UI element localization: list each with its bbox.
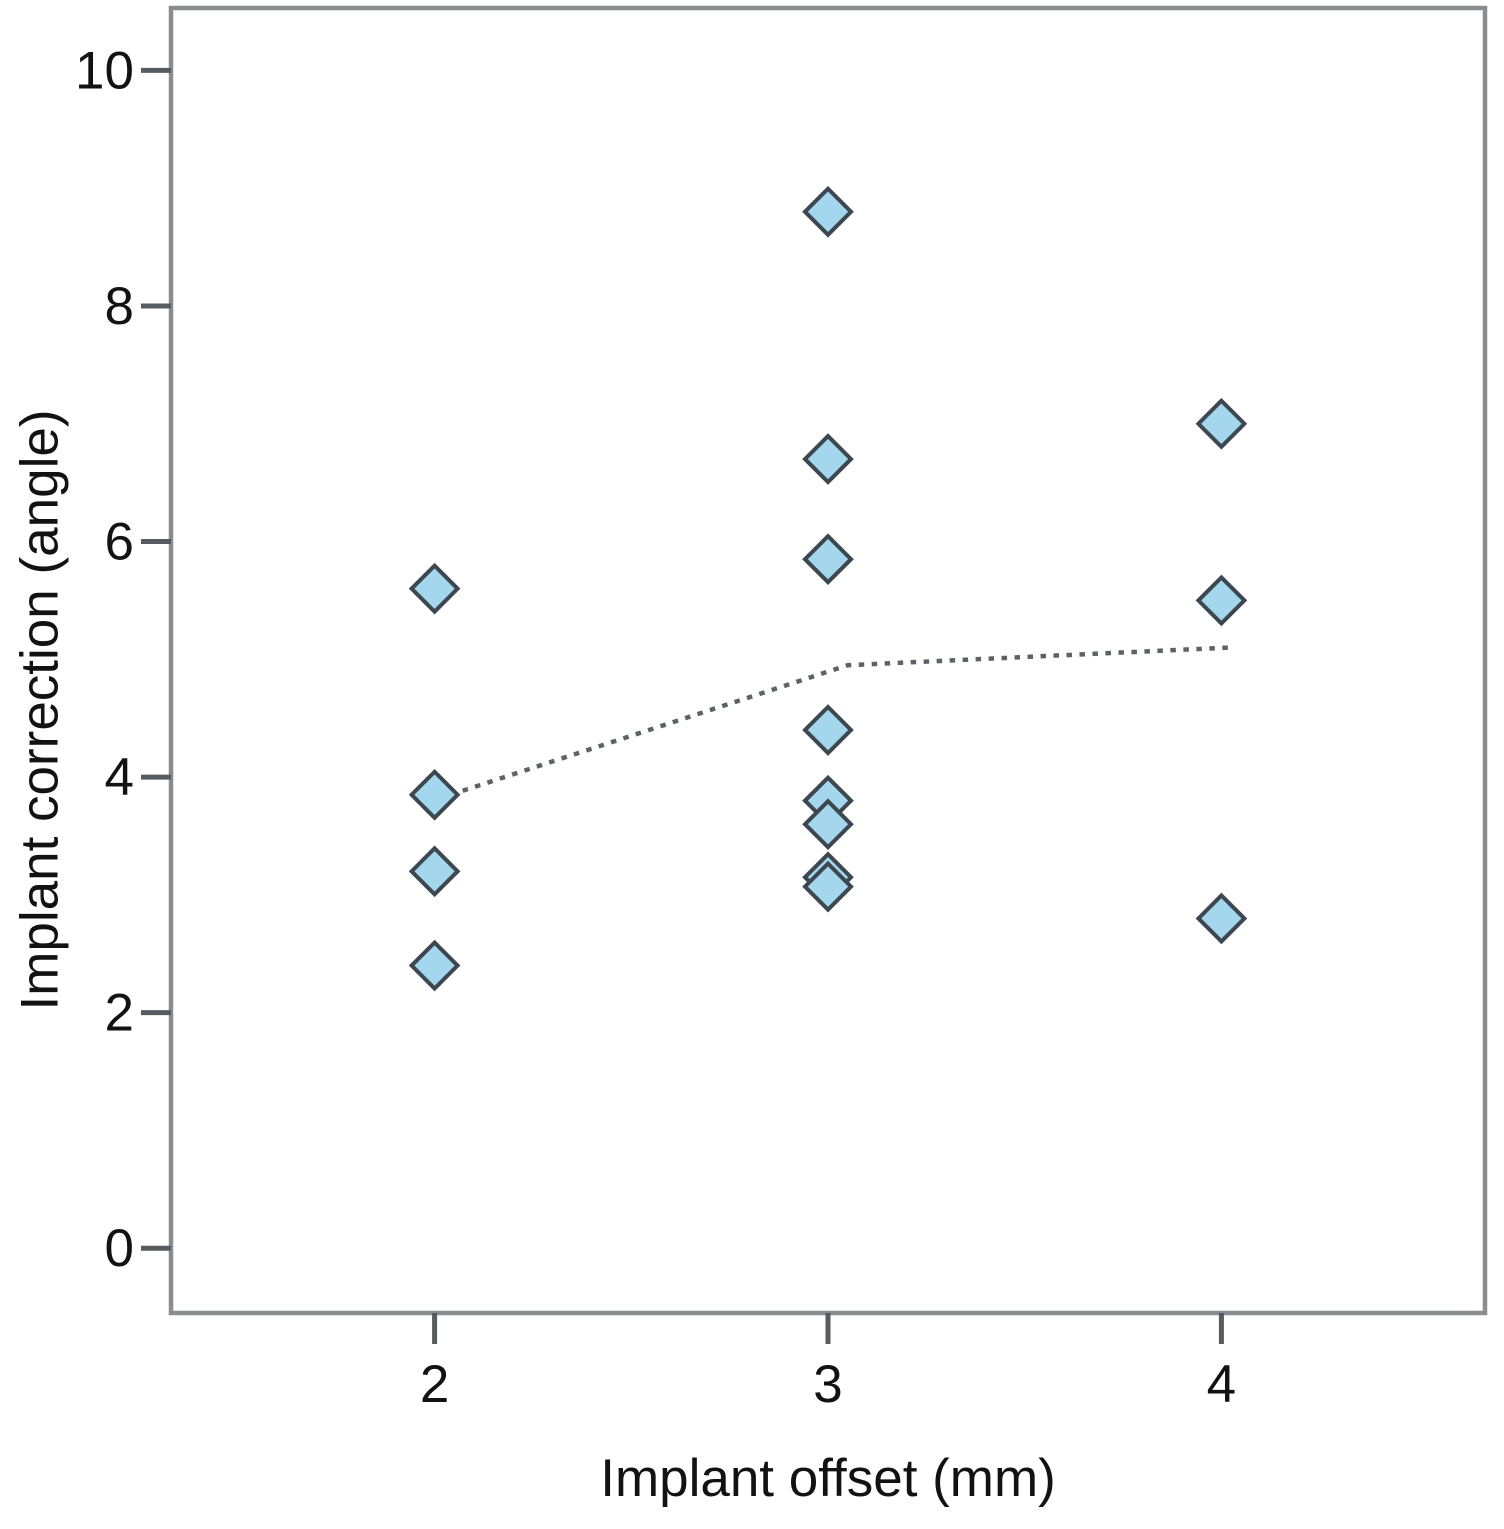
data-point-diamond bbox=[408, 768, 461, 821]
data-point-diamond bbox=[1195, 892, 1248, 945]
fit-line bbox=[449, 645, 1230, 797]
x-axis-title: Implant offset (mm) bbox=[600, 1449, 1056, 1508]
data-point-diamond bbox=[1195, 574, 1248, 627]
data-point-diamond bbox=[802, 433, 854, 485]
data-point-diamond bbox=[408, 939, 461, 992]
data-point-diamond bbox=[408, 845, 461, 898]
data-point-diamond bbox=[802, 185, 854, 238]
data-point-diamond bbox=[408, 562, 461, 615]
y-tick-label: 8 bbox=[105, 277, 134, 336]
data-point-diamond bbox=[802, 798, 854, 851]
x-tick-label: 2 bbox=[420, 1355, 449, 1414]
y-tick-label: 2 bbox=[105, 984, 134, 1043]
y-tick-label: 0 bbox=[105, 1219, 134, 1278]
data-point-diamond bbox=[802, 533, 854, 586]
y-axis-title: Implant correction (angle) bbox=[10, 409, 70, 1011]
x-tick-label: 3 bbox=[813, 1355, 842, 1414]
y-tick-label: 4 bbox=[105, 748, 134, 807]
data-point-diamond bbox=[802, 704, 854, 756]
x-tick-label: 4 bbox=[1207, 1355, 1236, 1414]
data-point-diamond bbox=[802, 860, 854, 913]
y-tick-label: 6 bbox=[105, 513, 134, 572]
y-tick-label: 10 bbox=[75, 41, 134, 100]
data-point-diamond bbox=[1195, 397, 1248, 450]
